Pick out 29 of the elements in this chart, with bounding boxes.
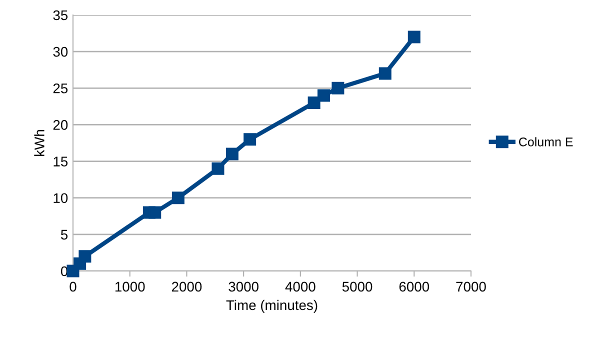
y-tick-label: 5 [60, 230, 68, 240]
x-tick-label: 7000 [456, 282, 486, 292]
point [317, 89, 330, 102]
legend-label: Column E [519, 137, 573, 146]
x-tick-label: 3000 [228, 282, 258, 292]
y-tick-label: 30 [53, 46, 68, 57]
x-tick-label: 6000 [399, 282, 430, 292]
point [308, 96, 320, 110]
point [212, 162, 224, 175]
point [78, 250, 92, 263]
x-axis-title: Time (minutes) [226, 300, 318, 313]
point [172, 192, 184, 204]
x-tick-label: 0 [70, 282, 76, 292]
y-tick-label: 10 [54, 193, 68, 204]
y-axis-title: kWh [34, 130, 44, 156]
point [148, 206, 162, 219]
y-tick-label: 25 [53, 83, 68, 94]
point [244, 133, 256, 146]
point [408, 30, 420, 44]
x-tick-label: 2000 [172, 282, 202, 292]
point [378, 67, 392, 80]
point [226, 148, 238, 160]
x-tick-label: 4000 [285, 282, 316, 292]
y-tick-label: 15 [54, 156, 68, 166]
y-tick-label: 35 [53, 10, 68, 20]
y-tick-label: 20 [53, 120, 68, 130]
point [332, 82, 344, 94]
x-tick-label: 1000 [115, 282, 145, 292]
x-tick-label: 5000 [342, 282, 372, 292]
